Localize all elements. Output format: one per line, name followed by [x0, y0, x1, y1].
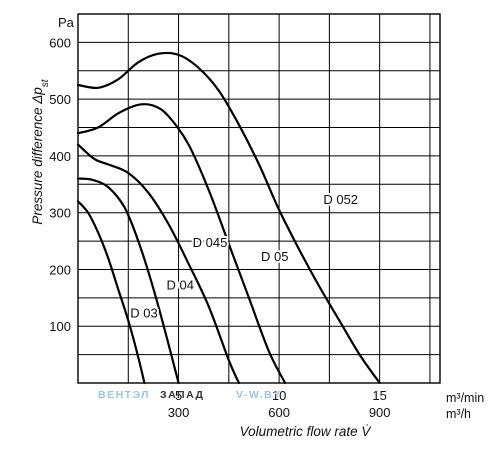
y-tick-label: 300 — [49, 206, 71, 221]
curve-label: D 045 — [193, 235, 228, 250]
watermark: ВЕНТЭЛ ЗАПАД V-W.BY — [98, 389, 282, 401]
y-unit-label: Pa — [58, 15, 75, 30]
x-tick-label-min: 10 — [272, 388, 286, 403]
curve-d05 — [76, 103, 287, 385]
watermark-right: V-W.BY — [236, 389, 282, 401]
y-tick-label: 100 — [49, 319, 71, 334]
curves — [76, 51, 381, 385]
x-tick-label-h: 300 — [168, 405, 190, 420]
y-tick-label: 200 — [49, 262, 71, 277]
watermark-middle: ЗАПАД — [160, 389, 205, 401]
y-tick-label: 600 — [49, 35, 71, 50]
x-tick-label-h: 900 — [369, 405, 391, 420]
curve-labels: D 03 D 04 D 045 D 05 D 052 — [128, 190, 360, 323]
y-axis-title: Pressure difference Δpst — [30, 78, 51, 224]
curve-label: D 05 — [261, 249, 288, 264]
y-axis-title-sub: st — [40, 78, 51, 87]
y-tick-label: 500 — [49, 92, 71, 107]
plot-frame — [77, 13, 441, 384]
curve-d052 — [76, 51, 381, 385]
y-tick-label: 400 — [49, 149, 71, 164]
curve-label: D 04 — [166, 277, 193, 292]
x-tick-label-h: 600 — [268, 405, 290, 420]
y-axis-title-main: Pressure difference Δp — [30, 87, 45, 225]
x-tick-label-min: 15 — [372, 388, 386, 403]
x-tick-labels: 5 10 15 300 600 900 — [168, 388, 391, 420]
curve-label: D 03 — [130, 306, 157, 321]
x-axis-title: Volumetric flow rate V̇ — [240, 424, 373, 439]
x-unit-h: m³/h — [446, 407, 471, 421]
curve-d04 — [76, 177, 180, 385]
x-tick-label-min: 5 — [175, 388, 182, 403]
curve-label: D 052 — [323, 192, 358, 207]
x-unit-min: m³/min — [446, 391, 484, 405]
curve-d045 — [76, 143, 240, 385]
grid — [77, 13, 441, 384]
watermark-left: ВЕНТЭЛ — [98, 389, 150, 401]
curve-d03 — [76, 200, 146, 385]
y-tick-labels: 100 200 300 400 500 600 — [49, 35, 71, 334]
